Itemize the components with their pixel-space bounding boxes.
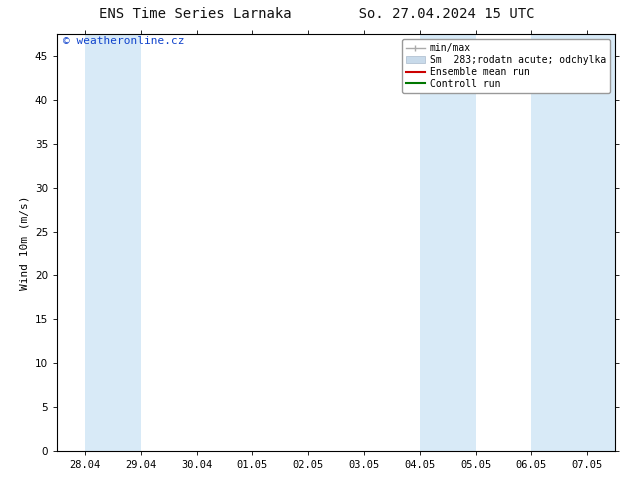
- Legend: min/max, Sm  283;rodatn acute; odchylka, Ensemble mean run, Controll run: min/max, Sm 283;rodatn acute; odchylka, …: [402, 39, 610, 93]
- Y-axis label: Wind 10m (m/s): Wind 10m (m/s): [19, 196, 29, 290]
- Bar: [420, 34, 476, 451]
- Bar: [85, 34, 141, 451]
- Text: © weatheronline.cz: © weatheronline.cz: [63, 36, 184, 47]
- Text: ENS Time Series Larnaka        So. 27.04.2024 15 UTC: ENS Time Series Larnaka So. 27.04.2024 1…: [100, 7, 534, 22]
- Bar: [531, 34, 615, 451]
